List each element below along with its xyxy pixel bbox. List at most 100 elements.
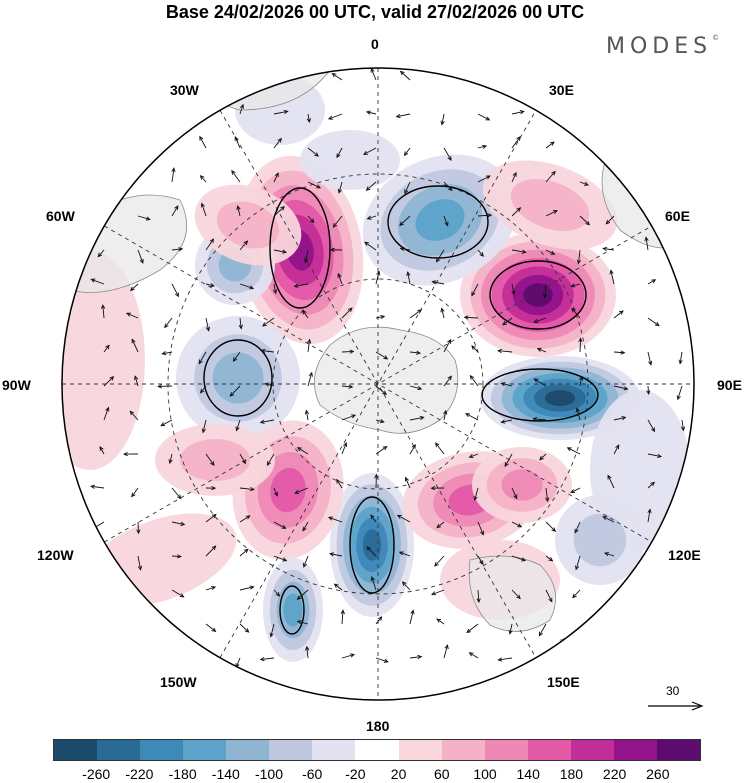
- wind-vector: [681, 419, 684, 431]
- wind-vector-head: [511, 290, 516, 296]
- wind-vector-head: [410, 609, 415, 615]
- wind-vector: [603, 248, 615, 251]
- wind-vector-head: [579, 375, 584, 381]
- streamline: [387, 185, 489, 259]
- wind-vector: [477, 555, 484, 565]
- wind-vector: [169, 453, 173, 464]
- wind-vector: [443, 215, 449, 226]
- wind-vector-head: [603, 552, 609, 557]
- reference-vector-label: 30: [666, 684, 680, 698]
- wind-vector-head: [249, 487, 255, 492]
- lon-label-60w: 60W: [46, 208, 75, 224]
- wind-vector-head: [516, 207, 522, 212]
- wind-vector: [570, 487, 581, 493]
- wind-vector: [375, 419, 384, 423]
- wind-vector-head: [648, 360, 653, 366]
- wind-vector-head: [382, 445, 388, 451]
- wind-vector-head: [620, 350, 626, 355]
- wind-vector-head: [607, 474, 612, 480]
- wind-vector: [572, 589, 581, 598]
- lon-label-30w: 30W: [170, 82, 199, 98]
- wind-vector: [544, 283, 547, 298]
- wind-vector-head: [566, 447, 572, 452]
- wind-vector-head: [139, 258, 144, 264]
- wind-vector-head: [411, 444, 416, 449]
- wind-vector: [229, 385, 241, 397]
- wind-vector-head: [304, 258, 309, 264]
- wind-vector-head: [329, 247, 335, 252]
- map-border: [61, 67, 695, 701]
- wind-vector: [409, 416, 424, 421]
- wind-vector: [469, 453, 479, 458]
- wind-vector-head: [585, 220, 591, 226]
- wind-vector: [469, 652, 479, 659]
- wind-vector-head: [533, 319, 539, 324]
- wind-vector: [405, 477, 411, 489]
- wind-vector: [103, 376, 114, 387]
- wind-vector: [404, 147, 411, 156]
- wind-vector: [539, 453, 547, 461]
- wind-vector: [436, 249, 445, 262]
- wind-vector: [375, 446, 387, 455]
- colorbar-swatch: [398, 740, 442, 760]
- wind-vector-head: [249, 585, 255, 590]
- wind-vector: [466, 623, 479, 633]
- wind-vector-head: [364, 241, 369, 246]
- wind-vector: [171, 168, 175, 183]
- wind-vector: [137, 249, 144, 264]
- wind-vector: [305, 249, 309, 263]
- wind-vector: [273, 110, 288, 115]
- wind-vector: [334, 583, 343, 591]
- wind-vector-head: [332, 223, 338, 228]
- colorbar-swatch: [613, 740, 657, 760]
- streamline: [349, 496, 395, 594]
- anomaly-contour: [501, 469, 543, 501]
- wind-vector-head: [576, 259, 582, 265]
- wind-vector: [239, 623, 249, 633]
- wind-vector: [613, 351, 625, 354]
- wind-vector-head: [174, 205, 179, 211]
- wind-vector: [260, 657, 275, 660]
- wind-vector: [239, 487, 254, 490]
- wind-vector-head: [497, 657, 503, 662]
- wind-vector: [305, 410, 309, 421]
- wind-vector: [205, 453, 215, 466]
- wind-vector: [375, 271, 380, 285]
- wind-vector: [498, 657, 513, 661]
- wind-vector: [579, 181, 589, 186]
- wind-vector: [91, 485, 105, 489]
- anomaly-contour: [362, 529, 382, 561]
- wind-vector-head: [435, 442, 440, 448]
- wind-vector: [363, 147, 377, 155]
- wind-vector-head: [479, 560, 484, 566]
- wind-vector-head: [160, 422, 166, 427]
- wind-vector: [171, 283, 179, 297]
- wind-vector-head: [243, 240, 249, 246]
- wind-vector-head: [245, 515, 251, 520]
- wind-vector: [236, 419, 241, 431]
- wind-vector: [511, 283, 515, 295]
- wind-vector-head: [137, 565, 143, 571]
- wind-vector-head: [231, 169, 236, 175]
- wind-vector-head: [570, 283, 576, 288]
- wind-vector-head: [419, 415, 425, 421]
- wind-vector: [297, 447, 309, 455]
- lon-label-60e: 60E: [665, 208, 690, 224]
- wind-vector: [545, 555, 553, 562]
- wind-vector-head: [487, 213, 493, 218]
- wind-vector: [399, 551, 411, 557]
- streamline-contours: [203, 185, 599, 635]
- wind-vector: [545, 521, 556, 532]
- wind-vector: [511, 207, 521, 217]
- wind-vector: [164, 317, 173, 328]
- wind-vector: [477, 145, 487, 149]
- wind-vector-head: [615, 444, 620, 450]
- wind-vector: [273, 283, 277, 294]
- wind-vector-head: [302, 562, 307, 568]
- wind-vector-head: [647, 508, 652, 514]
- wind-vector: [371, 576, 377, 591]
- wind-vector: [294, 487, 309, 494]
- wind-vector: [239, 317, 242, 329]
- wind-vector: [545, 487, 549, 502]
- wind-vector-head: [500, 419, 506, 424]
